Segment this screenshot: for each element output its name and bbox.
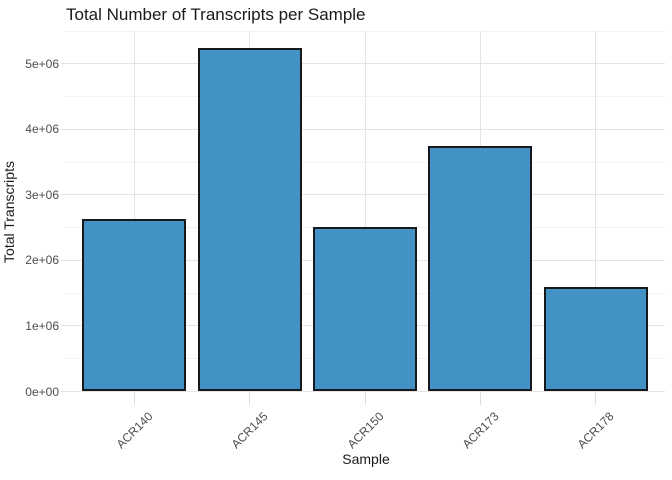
gridline-major-vertical	[595, 31, 597, 392]
x-tick-label-ACR145: ACR145	[228, 409, 271, 452]
y-tick-label: 3e+06	[25, 187, 59, 202]
x-axis-tick	[479, 391, 481, 405]
x-tick-label-ACR150: ACR150	[344, 409, 387, 452]
x-axis-tick	[133, 391, 135, 405]
x-axis-title: Sample	[342, 451, 390, 467]
y-axis-tick	[61, 63, 65, 65]
y-tick-label: 1e+06	[25, 318, 59, 333]
bar-ACR140	[82, 219, 187, 392]
bar-ACR150	[313, 226, 417, 392]
bar-ACR178	[543, 287, 648, 392]
y-axis-tick	[61, 128, 65, 130]
x-axis-tick	[595, 391, 597, 405]
y-axis-title: Total Transcripts	[1, 161, 17, 263]
gridline-major-vertical	[364, 31, 366, 392]
y-axis-tick	[61, 194, 65, 196]
bar-ACR173	[428, 145, 533, 392]
y-tick-label: 0e+00	[25, 384, 59, 399]
y-tick-label: 2e+06	[25, 253, 59, 268]
x-tick-label-ACR140: ACR140	[113, 409, 156, 452]
bar-ACR145	[197, 48, 302, 392]
x-tick-label-ACR173: ACR173	[459, 409, 502, 452]
gridline-major-vertical	[133, 31, 135, 392]
y-axis-tick	[61, 259, 65, 261]
y-axis-tick	[61, 325, 65, 327]
y-tick-label: 5e+06	[25, 56, 59, 71]
chart-title: Total Number of Transcripts per Sample	[66, 5, 366, 24]
x-tick-label-ACR178: ACR178	[575, 409, 617, 452]
y-axis-tick	[61, 391, 65, 392]
x-axis-tick	[364, 391, 366, 405]
x-axis-tick	[249, 391, 251, 405]
y-tick-label: 4e+06	[25, 122, 59, 137]
